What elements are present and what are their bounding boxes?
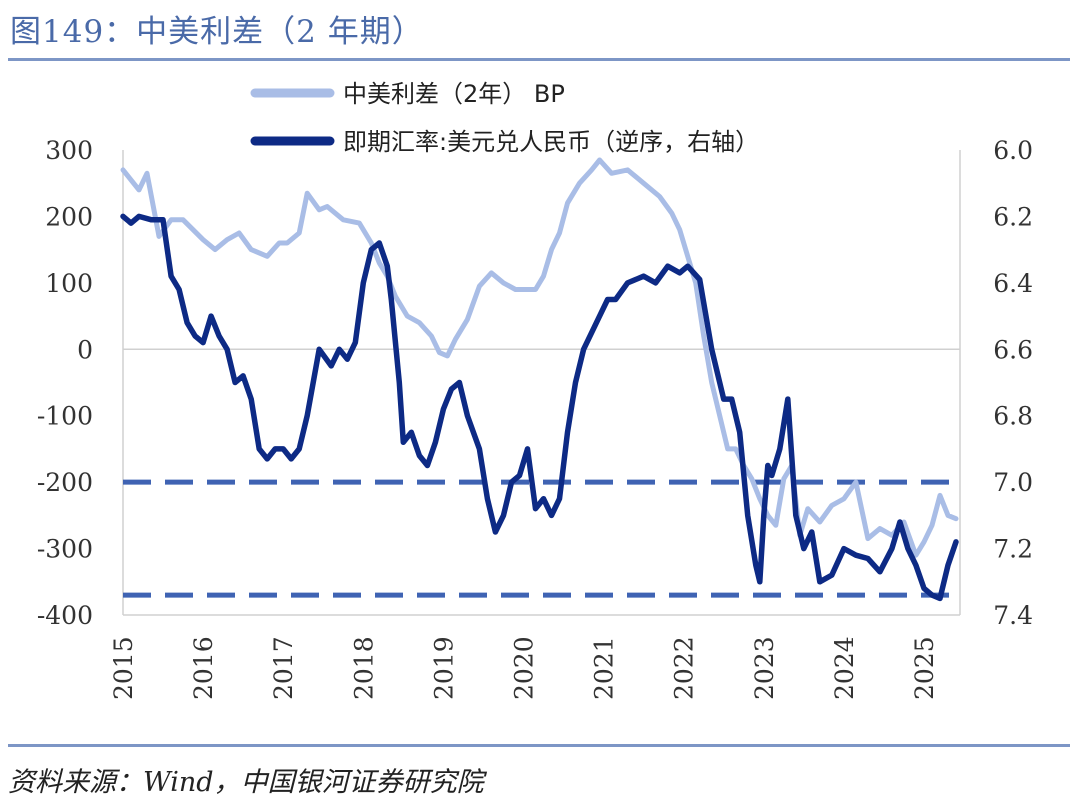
x-tick-label: 2022 <box>670 636 699 700</box>
x-tick-label: 2016 <box>189 636 218 700</box>
figure-title: 图149：中美利差（2 年期） <box>10 14 424 50</box>
left-tick-label: 200 <box>45 202 93 231</box>
right-tick-label: 6.0 <box>993 136 1033 165</box>
x-tick-label: 2021 <box>590 636 619 700</box>
source-note: 资料来源：Wind，中国银河证券研究院 <box>8 767 484 798</box>
left-tick-label: -300 <box>37 535 93 564</box>
left-tick-label: 100 <box>45 269 93 298</box>
left-tick-label: -400 <box>37 601 93 630</box>
legend-label-spread: 中美利差（2年） BP <box>343 80 565 108</box>
title-divider <box>8 58 1070 61</box>
x-tick-label: 2020 <box>509 636 538 700</box>
x-tick-label: 2017 <box>269 636 298 700</box>
x-tick-label: 2025 <box>910 636 939 700</box>
x-tick-label: 2015 <box>109 636 138 700</box>
right-tick-label: 7.4 <box>993 601 1033 630</box>
series-line-spread <box>120 157 959 558</box>
series-line-fx <box>120 213 959 602</box>
right-tick-label: 6.2 <box>993 202 1033 231</box>
x-tick-label: 2019 <box>429 636 458 700</box>
reference-lines <box>123 479 960 598</box>
x-tick-label: 2024 <box>830 636 859 700</box>
x-axis: 2015 2016 2017 2018 2019 2020 2021 2022 2023 2024… <box>109 636 939 700</box>
series-layer <box>120 157 959 602</box>
right-tick-label: 6.6 <box>993 335 1033 364</box>
left-axis: 300 200 100 0 -100 -200 -300 -400 <box>37 136 93 630</box>
right-tick-label: 6.4 <box>993 269 1033 298</box>
left-tick-label: 300 <box>45 136 93 165</box>
left-tick-label: 0 <box>77 335 93 364</box>
source-divider <box>8 744 1070 747</box>
right-axis: 6.0 6.2 6.4 6.6 6.8 7.0 7.2 7.4 <box>993 136 1033 630</box>
right-tick-label: 6.8 <box>993 402 1033 431</box>
right-tick-label: 7.2 <box>993 535 1033 564</box>
left-tick-label: -200 <box>37 468 93 497</box>
x-tick-label: 2018 <box>349 636 378 700</box>
left-tick-label: -100 <box>37 402 93 431</box>
legend: 中美利差（2年） BP 即期汇率:美元兑人民币（逆序，右轴） <box>250 80 759 156</box>
right-tick-label: 7.0 <box>993 468 1033 497</box>
legend-label-fx: 即期汇率:美元兑人民币（逆序，右轴） <box>343 128 759 156</box>
grid-layer <box>122 150 961 616</box>
x-tick-label: 2023 <box>750 636 779 700</box>
